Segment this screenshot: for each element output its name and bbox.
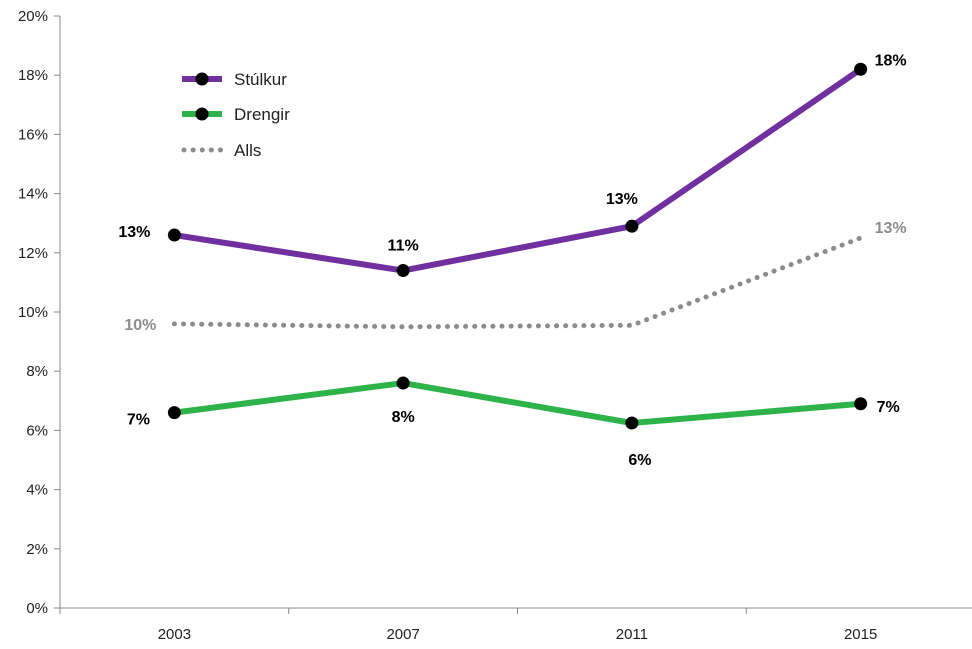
x-tick-label: 2007 <box>386 626 419 643</box>
legend-marker <box>195 107 209 121</box>
x-tick-label: 2011 <box>616 626 648 643</box>
y-tick-label: 4% <box>26 482 48 499</box>
data-point <box>167 406 181 420</box>
y-tick-label: 8% <box>26 363 48 380</box>
data-labels: 13% 11% 13% 18% 7% 8% 6% 7% 10% 13% <box>118 52 906 469</box>
y-tick-label: 10% <box>18 304 48 321</box>
data-point <box>854 62 868 76</box>
data-label: 6% <box>628 452 651 469</box>
data-label: 7% <box>127 412 150 429</box>
y-tick-label: 2% <box>26 541 48 558</box>
y-tick-label: 14% <box>18 186 48 203</box>
data-label: 13% <box>875 220 907 237</box>
data-point <box>396 264 410 278</box>
data-label: 7% <box>877 399 900 416</box>
series-line-1 <box>173 380 861 426</box>
data-point <box>167 228 181 242</box>
y-tick-label: 16% <box>18 126 48 143</box>
data-label: 13% <box>118 224 150 241</box>
legend-label: Stúlkur <box>234 70 287 89</box>
y-tick-label: 6% <box>26 422 48 439</box>
series-line-0 <box>173 66 863 274</box>
axes: 0% 2% 4% 6% 8% 10% 12% 14% 16% 18% 20% 2003 2007 2011… <box>18 8 972 643</box>
x-tick-label: 2003 <box>158 626 191 643</box>
y-tick-label: 18% <box>18 67 48 84</box>
data-label: 8% <box>392 409 415 426</box>
data-point <box>625 416 639 430</box>
legend: Stúlkur Drengir Alls <box>181 70 290 160</box>
data-label: 11% <box>388 238 419 255</box>
legend-marker <box>195 72 209 86</box>
legend-label: Drengir <box>234 105 290 124</box>
y-tick-label: 12% <box>18 245 48 262</box>
series-lines <box>167 62 868 430</box>
data-label: 10% <box>124 317 156 334</box>
data-point <box>396 376 410 390</box>
data-label: 18% <box>875 52 907 69</box>
series-line-2 <box>171 235 864 330</box>
legend-label: Alls <box>234 141 261 160</box>
y-tick-label: 0% <box>26 600 48 617</box>
x-tick-label: 2015 <box>844 626 877 643</box>
data-label: 13% <box>606 191 638 208</box>
data-point <box>625 219 639 233</box>
data-point <box>854 397 868 411</box>
y-tick-label: 20% <box>18 8 48 25</box>
